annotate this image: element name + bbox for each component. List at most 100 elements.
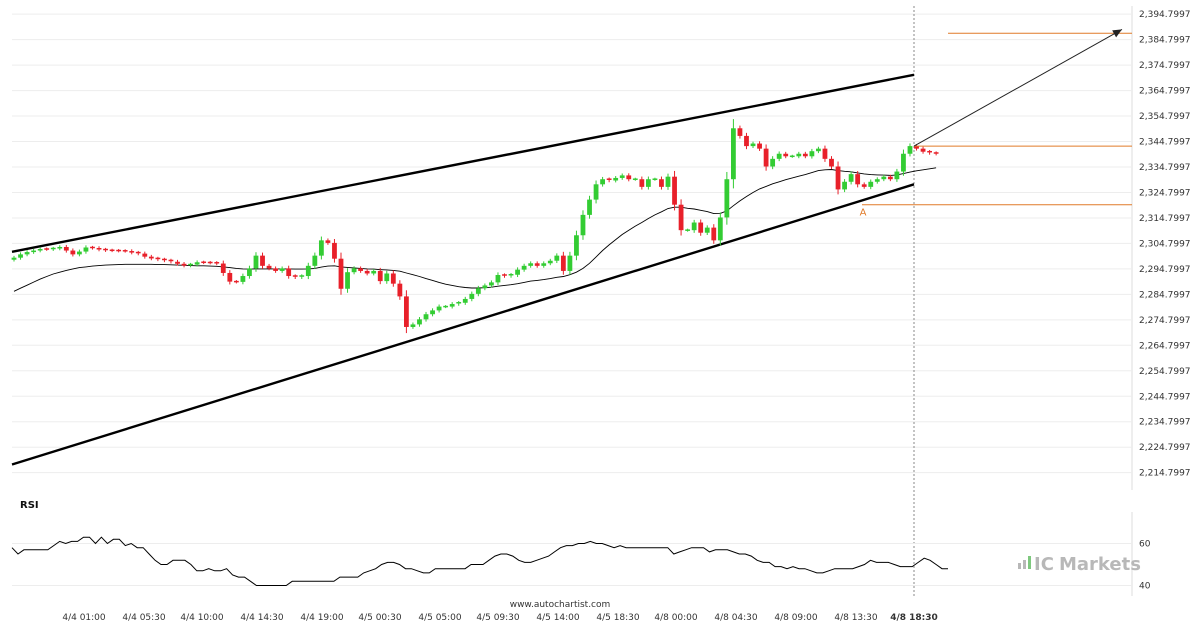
candle-body (318, 240, 324, 256)
x-tick-label: 4/5 00:30 (358, 613, 402, 623)
candle-body (600, 179, 605, 185)
candle (600, 176, 605, 187)
candle (116, 248, 122, 253)
candle (135, 250, 141, 256)
support-point-label: A (860, 208, 867, 219)
candle-body (50, 247, 56, 250)
x-tick-label: 4/8 09:00 (774, 613, 818, 623)
candle (789, 154, 795, 158)
y-tick-label: 2,374.7997 (1139, 61, 1191, 71)
candle-body (31, 250, 37, 253)
candle-body (57, 246, 63, 249)
candle-body (462, 298, 468, 303)
candle (345, 268, 350, 293)
candle (194, 260, 200, 267)
candle (279, 266, 285, 273)
candle-body (855, 174, 861, 185)
y-tick-label: 2,224.7997 (1139, 443, 1191, 453)
candle-body (122, 250, 128, 252)
candle-body (469, 293, 475, 299)
candle-body (927, 150, 932, 153)
candle-body (377, 270, 383, 282)
time-axis: 4/4 01:00 4/4 05:30 4/4 10:00 4/4 14:30 4/4 … (62, 6, 938, 623)
candle (887, 174, 893, 182)
candle (691, 219, 697, 233)
candle (63, 244, 69, 253)
candle (580, 210, 586, 240)
candle (371, 269, 377, 276)
candle (802, 151, 808, 159)
candle (11, 255, 17, 262)
candle-body (881, 176, 887, 180)
candle (776, 151, 782, 162)
candle-body (816, 148, 821, 152)
candle (842, 179, 847, 193)
candle (129, 249, 135, 255)
candle (253, 252, 259, 272)
candle-body (495, 275, 501, 283)
candle (757, 141, 762, 151)
y-tick-label: 2,304.7997 (1139, 239, 1191, 249)
candle (528, 261, 534, 268)
candle-body (181, 263, 187, 266)
candle-body (77, 251, 82, 255)
candle (57, 245, 63, 251)
candle (685, 228, 691, 232)
x-tick-label: 4/4 01:00 (62, 613, 106, 623)
y-tick-label: 2,314.7997 (1139, 214, 1191, 224)
candle (619, 173, 625, 180)
candle (312, 252, 318, 269)
candle-body (796, 153, 802, 157)
candle (122, 249, 128, 253)
candle (214, 261, 220, 266)
y-tick-label: 2,344.7997 (1139, 138, 1191, 148)
candle (364, 269, 370, 276)
candle-body (829, 158, 834, 167)
candle-body (18, 254, 23, 258)
candle-body (737, 128, 743, 136)
candle-body (744, 135, 749, 147)
candle (384, 270, 390, 284)
candle-body (240, 276, 246, 282)
candle-body (436, 306, 442, 311)
candle-body (384, 273, 390, 282)
y-tick-label: 2,394.7997 (1139, 10, 1191, 20)
candle-body (521, 265, 527, 270)
candle (652, 177, 658, 181)
candle (188, 262, 193, 268)
candle (175, 259, 180, 266)
candle (404, 290, 409, 334)
candle-body (266, 265, 272, 269)
candle (874, 177, 880, 184)
candle-body (822, 148, 828, 159)
ascending-channel (11, 73, 915, 466)
candle (861, 182, 867, 189)
candle-body (371, 270, 377, 274)
candle-body (587, 199, 592, 215)
candle-body (717, 217, 723, 241)
candle-body (482, 285, 488, 289)
candle-body (175, 261, 180, 264)
candle (70, 248, 76, 257)
candle-body (534, 263, 540, 266)
candle (449, 302, 455, 309)
rsi-panel: RSI 60 40 (11, 500, 1151, 596)
candle (83, 245, 89, 254)
candle (227, 270, 233, 285)
candle-body (652, 178, 658, 180)
candle (521, 263, 527, 272)
candle-body (129, 251, 135, 253)
candle (44, 247, 50, 251)
candle-body (639, 179, 645, 187)
candle-body (613, 177, 619, 181)
candle-body (763, 148, 769, 167)
candle-body (835, 166, 841, 190)
candle (672, 170, 677, 211)
candle (816, 146, 821, 154)
candle-body (887, 176, 893, 180)
candle (207, 260, 213, 265)
candle-body (632, 178, 638, 180)
x-tick-label: 4/5 18:30 (596, 613, 640, 623)
candle (541, 261, 547, 268)
